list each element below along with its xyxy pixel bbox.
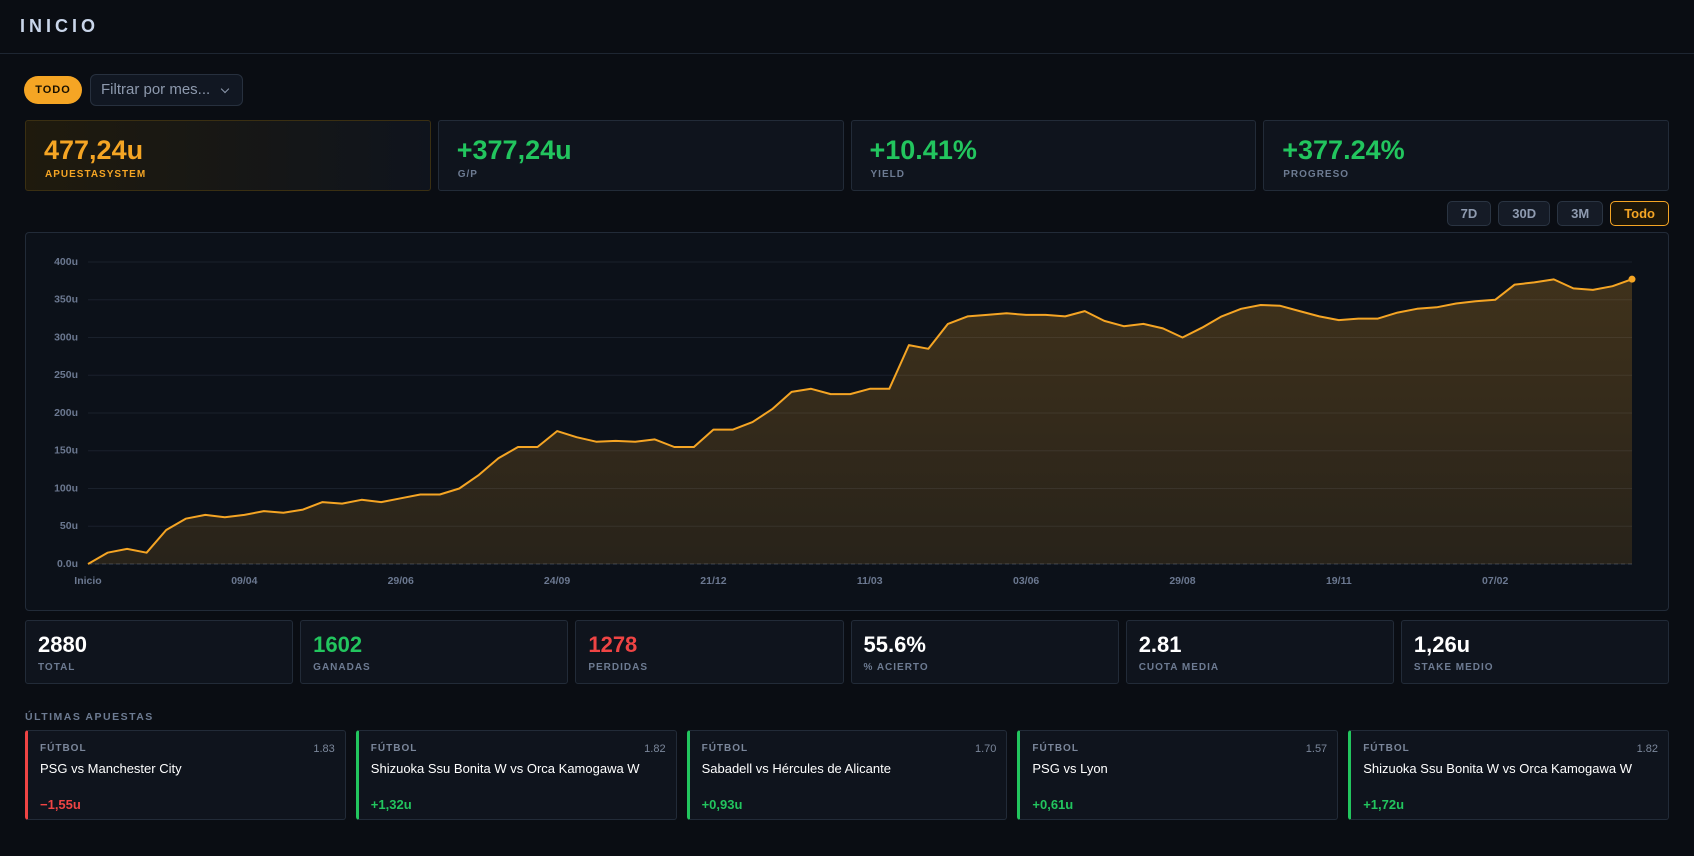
summary-card-label: PROGRESO: [1283, 169, 1350, 180]
bet-odds: 1.83: [313, 743, 335, 755]
bet-sport: FÚTBOL: [370, 743, 418, 754]
x-tick-label: 29/08: [1169, 575, 1195, 587]
x-tick-label: 11/03: [857, 575, 883, 587]
x-tick-label: 03/06: [1013, 575, 1039, 587]
x-tick-label: 21/12: [700, 575, 726, 587]
bet-result: +1,72u: [1363, 797, 1405, 812]
summary-card-value: +377.24%: [1282, 135, 1405, 165]
y-tick-label: 200u: [54, 407, 78, 419]
range-button[interactable]: 7D: [1446, 201, 1492, 226]
area: [88, 279, 1632, 564]
summary-card-value: 477,24u: [44, 135, 144, 165]
range-button[interactable]: 3M: [1557, 201, 1604, 226]
summary-card: +377,24u G/P: [437, 120, 844, 191]
x-tick-label: 07/02: [1482, 575, 1508, 587]
month-filter[interactable]: Filtrar por mes...: [90, 74, 243, 106]
stat-card-value: 2880: [38, 632, 87, 657]
summary-card-label: APUESTASYSTEM: [45, 169, 147, 180]
stat-card-label: CUOTA MEDIA: [1138, 662, 1220, 673]
x-tick-label: 29/06: [388, 575, 414, 587]
summary-card: 477,24u APUESTASYSTEM: [25, 120, 431, 191]
range-button[interactable]: 30D: [1498, 201, 1551, 226]
y-tick-label: 50u: [60, 520, 78, 532]
line: [87, 278, 1633, 565]
bet-card[interactable]: FÚTBOL 1.83 PSG vs Manchester City −1,55u: [25, 730, 346, 820]
summary-card-label: YIELD: [870, 169, 905, 180]
stat-card-value: 1,26u: [1413, 632, 1471, 657]
bet-result: +0,93u: [701, 797, 743, 812]
stat-card-label: % ACIERTO: [863, 662, 929, 673]
stat-card: 1278 PERDIDAS: [575, 620, 844, 684]
summary-card-value: +377,24u: [456, 135, 572, 165]
stat-card-value: 2.81: [1138, 632, 1182, 657]
bet-card[interactable]: FÚTBOL 1.82 Shizuoka Ssu Bonita W vs Orca …: [1348, 730, 1669, 820]
section-title: ÚLTIMAS APUESTAS: [25, 711, 154, 723]
header: INICIO: [0, 0, 1694, 54]
bet-odds: 1.70: [974, 743, 997, 755]
chart-panel: 0.0u 50u 100u 150u 200u 250u 300u 350u 400u Inici…: [25, 232, 1669, 611]
bet-match: Sabadell vs Hércules de Alicante: [701, 761, 891, 776]
end-point: [1628, 275, 1636, 283]
stat-card-label: PERDIDAS: [588, 662, 649, 673]
summary-card: +10.41% YIELD: [850, 120, 1257, 191]
y-tick-label: 150u: [54, 445, 78, 457]
range-button[interactable]: Todo: [1610, 201, 1669, 226]
x-tick-label: Inicio: [74, 575, 101, 587]
y-tick-label: 0.0u: [57, 558, 78, 570]
x-tick-label: 24/09: [544, 575, 570, 587]
chart: 0.0u 50u 100u 150u 200u 250u 300u 350u 400u Inici…: [54, 256, 1636, 587]
bet-odds: 1.57: [1305, 743, 1328, 755]
all-filter[interactable]: TODO: [24, 76, 82, 104]
bet-sport: FÚTBOL: [40, 743, 87, 754]
bet-match: PSG vs Lyon: [1032, 761, 1108, 776]
stat-card: 2880 TOTAL: [25, 620, 294, 684]
stat-card: 55.6% % ACIERTO: [850, 620, 1119, 684]
bet-card[interactable]: FÚTBOL 1.82 Shizuoka Ssu Bonita W vs Orca …: [355, 730, 677, 820]
x-tick-label: 09/04: [231, 575, 257, 587]
bet-card[interactable]: FÚTBOL 1.70 Sabadell vs Hércules de Alican…: [686, 730, 1008, 820]
bet-match: Shizuoka Ssu Bonita W vs Orca Kamogawa W: [1363, 761, 1632, 776]
summary-card-value: +10.41%: [869, 135, 977, 165]
stat-card-value: 1278: [588, 632, 638, 657]
bet-match: Shizuoka Ssu Bonita W vs Orca Kamogawa W: [370, 761, 640, 776]
y-tick-label: 250u: [54, 369, 78, 381]
y-tick-label: 100u: [54, 482, 78, 494]
bet-result: +1,32u: [370, 797, 412, 812]
bet-card[interactable]: FÚTBOL 1.57 PSG vs Lyon +0,61u: [1017, 730, 1339, 820]
bet-sport: FÚTBOL: [1032, 743, 1079, 754]
bets-row: FÚTBOL 1.83 PSG vs Manchester City −1,55u FÚ…: [25, 730, 1669, 820]
x-tick-label: 19/11: [1326, 575, 1352, 587]
bet-odds: 1.82: [1636, 743, 1658, 755]
page-title: INICIO: [20, 16, 100, 36]
stat-card: 1,26u STAKE MEDIO: [1400, 620, 1670, 684]
range-buttons: 7D 30D 3M Todo: [1446, 201, 1669, 226]
stat-card: 1602 GANADAS: [300, 620, 569, 684]
stat-card-value: 1602: [313, 632, 363, 657]
stat-card: 2.81 CUOTA MEDIA: [1125, 620, 1394, 684]
summary-card: +377.24% PROGRESO: [1263, 120, 1669, 191]
bet-result: +0,61u: [1032, 797, 1074, 812]
stat-card-label: TOTAL: [38, 662, 76, 673]
stat-card-label: STAKE MEDIO: [1413, 662, 1494, 673]
bet-sport: FÚTBOL: [1363, 743, 1410, 754]
bet-result: −1,55u: [40, 797, 81, 812]
summary-card-label: G/P: [457, 169, 478, 180]
y-tick-label: 300u: [54, 331, 78, 343]
bet-sport: FÚTBOL: [701, 743, 749, 754]
y-tick-label: 400u: [54, 256, 78, 268]
bet-match: PSG vs Manchester City: [40, 761, 182, 776]
stat-card-value: 55.6%: [863, 632, 926, 657]
summary-row: 477,24u APUESTASYSTEM +377,24u G/P +10.41% YI…: [25, 120, 1669, 191]
stat-card-label: GANADAS: [313, 662, 371, 673]
bet-odds: 1.82: [644, 743, 666, 755]
y-tick-label: 350u: [54, 294, 78, 306]
stats-row: 2880 TOTAL 1602 GANADAS 1278 PERDIDAS 55.6% % A…: [25, 620, 1670, 684]
